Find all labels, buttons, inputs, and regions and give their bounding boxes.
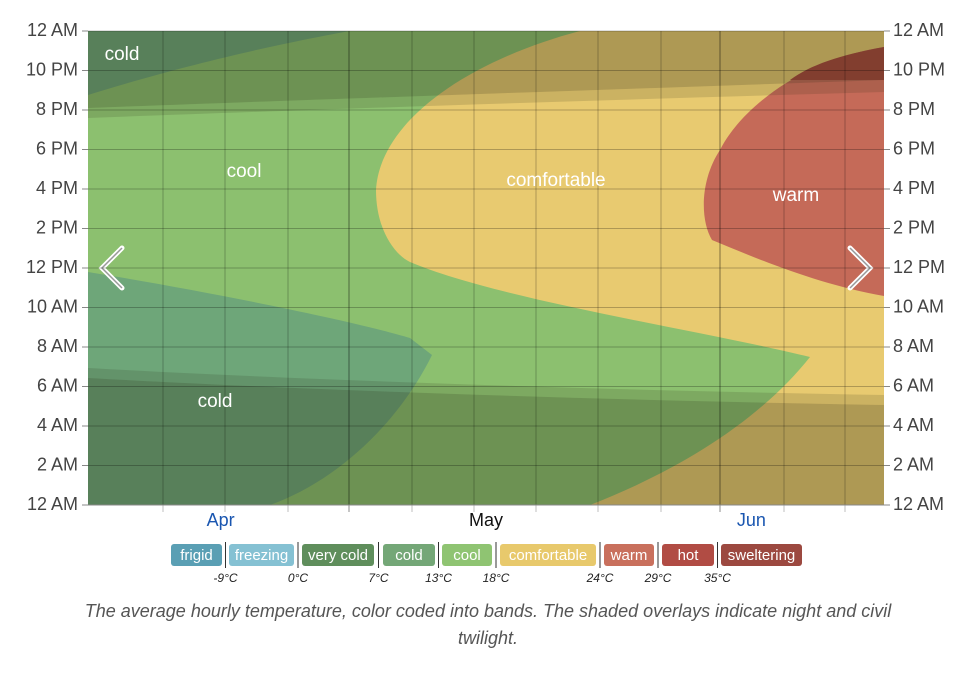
cold-region	[88, 272, 432, 505]
y-tick-label: 12 PM	[893, 257, 945, 277]
twilight-overlay	[88, 368, 884, 405]
legend-threshold: 35°C	[704, 571, 731, 585]
y-tick-label: 2 PM	[36, 217, 78, 237]
y-tick-label: 10 PM	[893, 59, 945, 79]
legend-swatch	[604, 544, 654, 566]
y-tick-label: 12 PM	[26, 257, 78, 277]
legend-swatch	[662, 544, 714, 566]
next-arrow-outline	[849, 247, 872, 289]
legend-threshold: 0°C	[288, 571, 308, 585]
region-label: warm	[772, 185, 819, 206]
y-tick-label: 10 AM	[893, 296, 944, 316]
y-tick-label: 10 PM	[26, 59, 78, 79]
y-tick-label: 8 AM	[893, 336, 934, 356]
y-tick-label: 8 PM	[36, 99, 78, 119]
legend-threshold: 18°C	[483, 571, 510, 585]
legend-swatch	[171, 544, 222, 566]
twilight-overlay	[88, 80, 884, 118]
legend-threshold: 24°C	[586, 571, 614, 585]
y-tick-label: 6 AM	[37, 375, 78, 395]
night-overlay	[88, 378, 884, 505]
legend-label: warm	[610, 547, 648, 564]
warm-region	[703, 47, 884, 296]
night-overlay	[88, 31, 884, 108]
y-tick-label: 2 AM	[37, 454, 78, 474]
y-tick-label: 6 PM	[36, 138, 78, 158]
y-tick-label: 4 AM	[37, 415, 78, 435]
nav-outline	[100, 247, 872, 289]
legend-label: frigid	[180, 547, 213, 564]
y-tick-label: 12 AM	[27, 494, 78, 514]
legend-swatch	[229, 544, 294, 566]
legend-label: hot	[678, 547, 700, 564]
chart: cold cool comfortable warm cold 12 AM 12 …	[26, 20, 945, 585]
y-tick-label: 4 AM	[893, 415, 934, 435]
caption: The average hourly temperature, color co…	[84, 601, 892, 648]
legend-swatch	[442, 544, 492, 566]
y-tick-label: 6 AM	[893, 375, 934, 395]
region-label: comfortable	[506, 170, 605, 191]
legend-label: sweltering	[728, 547, 796, 564]
y-tick-label: 2 AM	[893, 454, 934, 474]
legend-label: comfortable	[509, 547, 587, 564]
legend-swatch	[302, 544, 374, 566]
legend-threshold: -9°C	[213, 571, 237, 585]
cold-region	[88, 31, 350, 95]
legend-threshold: 29°C	[644, 571, 672, 585]
legend-label: cool	[453, 547, 481, 564]
x-tick-label: May	[469, 510, 503, 530]
prev-arrow-outline	[100, 247, 123, 289]
hot-region	[790, 47, 884, 80]
legend-swatch	[500, 544, 596, 566]
y-tick-label: 4 PM	[893, 178, 935, 198]
y-tick-label: 6 PM	[893, 138, 935, 158]
y-tick-label: 12 AM	[893, 20, 944, 40]
region-label: cold	[198, 391, 233, 412]
legend-label: cold	[395, 547, 423, 564]
legend-label: very cold	[308, 547, 368, 564]
legend-swatch	[721, 544, 802, 566]
legend-swatch	[383, 544, 435, 566]
vertical-grid	[162, 31, 846, 512]
y-tick-label: 4 PM	[36, 178, 78, 198]
y-tick-label: 8 AM	[37, 336, 78, 356]
legend-label: freezing	[235, 547, 288, 564]
legend-threshold: 13°C	[425, 571, 452, 585]
y-tick-label: 2 PM	[893, 217, 935, 237]
legend-threshold: 7°C	[368, 571, 388, 585]
x-tick-label: Apr	[207, 510, 235, 530]
region-label: cold	[105, 44, 140, 65]
y-tick-label: 12 AM	[893, 494, 944, 514]
y-tick-label: 10 AM	[27, 296, 78, 316]
y-tick-label: 8 PM	[893, 99, 935, 119]
region-label: cool	[227, 161, 262, 182]
x-tick-label: Jun	[737, 510, 766, 530]
y-tick-label: 12 AM	[27, 20, 78, 40]
plot-regions	[88, 31, 884, 505]
